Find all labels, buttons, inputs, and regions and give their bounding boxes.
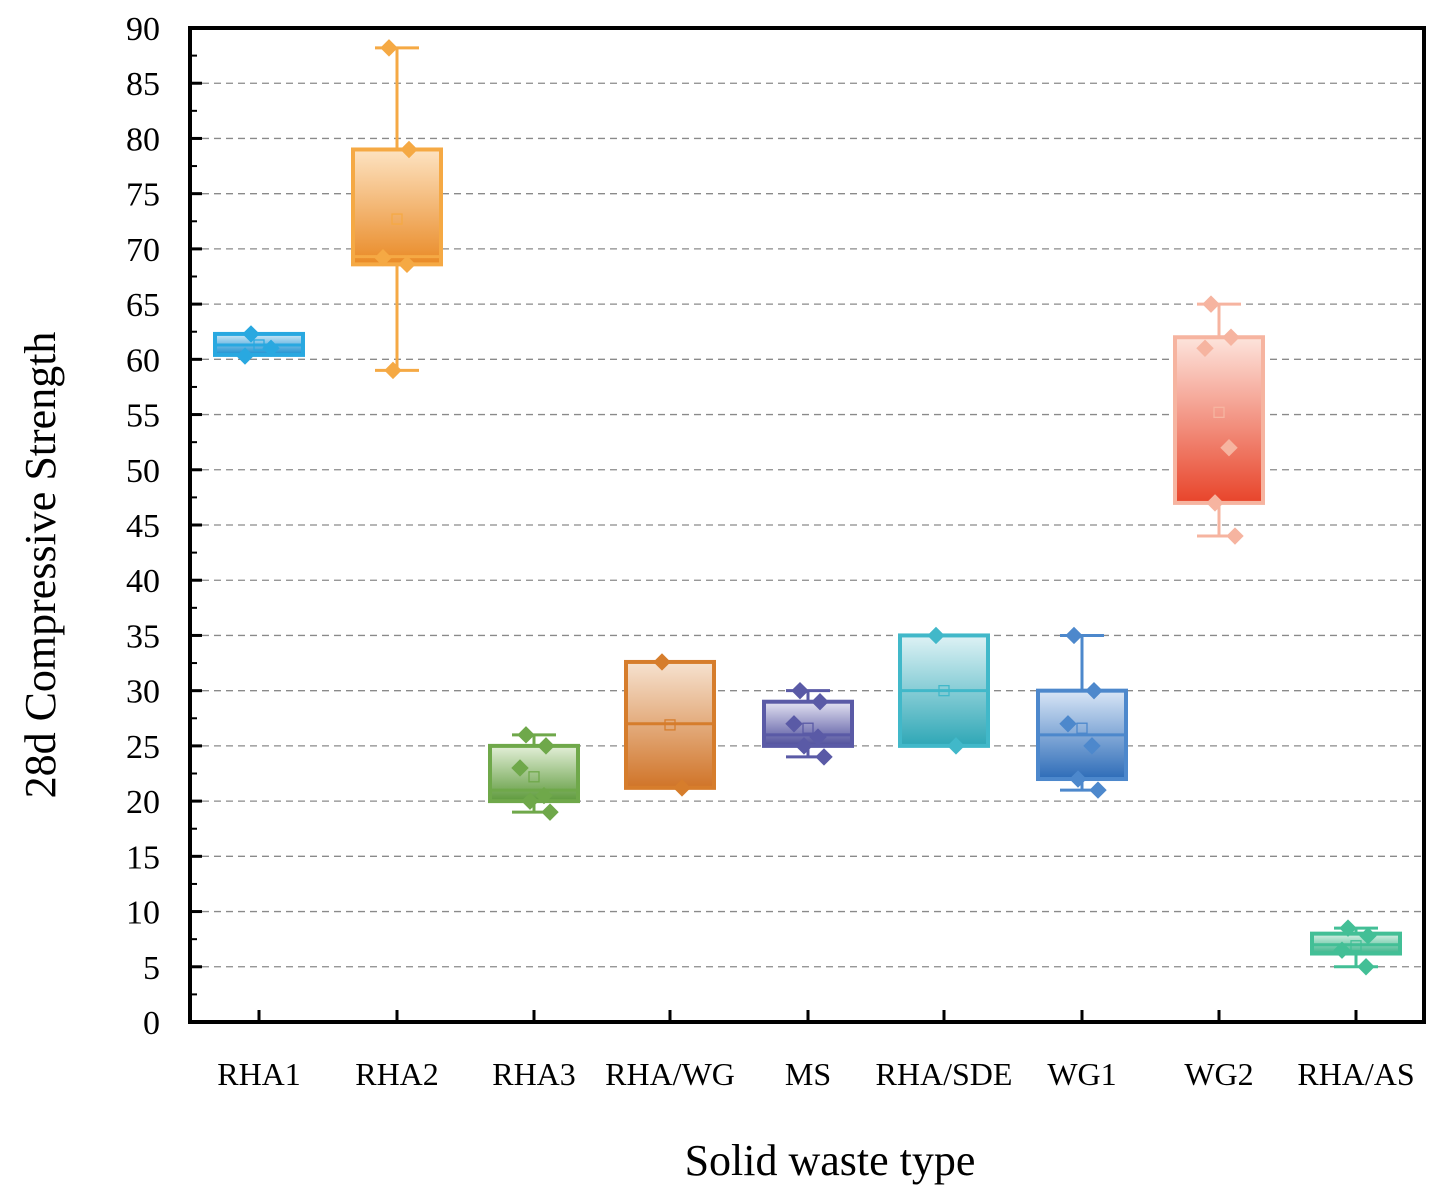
data-point (1226, 527, 1244, 545)
data-point (815, 748, 833, 766)
box-group (213, 325, 305, 365)
y-tick-label: 25 (126, 729, 160, 766)
data-point (811, 693, 829, 711)
data-point (1359, 927, 1377, 945)
data-point (1069, 770, 1087, 788)
x-tick-label: RHA/SDE (876, 1056, 1013, 1092)
data-point (791, 681, 809, 700)
box (488, 743, 580, 804)
y-tick-label: 35 (126, 618, 160, 655)
x-tick-label: RHA1 (217, 1056, 301, 1092)
x-tick-label: RHA/WG (605, 1056, 735, 1092)
data-point (398, 255, 416, 274)
data-point (517, 726, 535, 744)
box-group (351, 39, 443, 380)
data-point (927, 626, 945, 645)
box (351, 147, 443, 267)
data-point (400, 140, 418, 159)
y-tick-label: 85 (126, 66, 160, 103)
box-group (898, 626, 990, 755)
data-point (242, 325, 260, 343)
y-tick-label: 70 (126, 232, 160, 269)
y-tick-label: 60 (126, 342, 160, 379)
mean-marker (391, 213, 403, 225)
data-point (537, 737, 555, 755)
data-point (785, 715, 803, 733)
box-group (1173, 295, 1265, 545)
data-point (380, 39, 398, 57)
data-point (653, 653, 671, 671)
mean-marker (664, 719, 676, 731)
x-tick-label: RHA3 (492, 1056, 576, 1092)
y-axis-title: 28d Compressive Strength (16, 332, 65, 799)
data-point (1083, 737, 1101, 755)
data-point (1333, 941, 1351, 959)
y-tick-label: 10 (126, 895, 160, 932)
box-group (1310, 919, 1402, 976)
data-point (1059, 715, 1077, 733)
box-group (488, 726, 580, 821)
mean-marker (802, 722, 814, 734)
plot-boxes (213, 39, 1402, 976)
mean-marker (1350, 940, 1362, 952)
y-tick-label: 55 (126, 398, 160, 435)
axes: 0 5 10 15 20 25 30 35 40 45 50 55 60 65 70 75 80 85 90 RHA1… (126, 11, 1415, 1092)
data-point (535, 786, 553, 805)
y-tick-label: 90 (126, 11, 160, 48)
y-tick-label: 45 (126, 508, 160, 545)
data-point (541, 803, 559, 821)
mean-marker (1213, 406, 1225, 418)
data-point (236, 347, 254, 365)
data-point (1202, 295, 1220, 313)
x-tick-label: WG1 (1047, 1056, 1116, 1092)
y-tick-label: 30 (126, 674, 160, 711)
data-point (1339, 919, 1357, 937)
y-tick-label: 80 (126, 121, 160, 158)
y-tick-label: 5 (143, 950, 160, 987)
data-point (1089, 781, 1107, 799)
data-point (521, 792, 539, 810)
box-group (1036, 626, 1128, 799)
data-point (673, 779, 691, 797)
y-tick-label: 65 (126, 287, 160, 324)
data-point (795, 737, 813, 755)
data-point (1206, 494, 1224, 512)
x-tick-label: WG2 (1184, 1056, 1253, 1092)
data-point (1220, 438, 1238, 457)
mean-marker (938, 685, 950, 697)
y-tick-label: 20 (126, 784, 160, 821)
data-point (384, 361, 402, 380)
y-tick-label: 50 (126, 453, 160, 490)
mean-marker (528, 771, 540, 783)
box (1173, 335, 1265, 505)
x-tick-label: RHA/AS (1297, 1056, 1414, 1092)
box-group (624, 653, 716, 797)
data-point (262, 339, 280, 357)
box-group (762, 681, 854, 766)
data-point (1222, 328, 1240, 346)
y-tick-label: 75 (126, 177, 160, 214)
y-tick-label: 15 (126, 839, 160, 876)
y-tick-label: 40 (126, 563, 160, 600)
x-tick-label: MS (785, 1056, 831, 1092)
data-point (1085, 681, 1103, 700)
x-axis-title: Solid waste type (685, 1136, 976, 1185)
data-point (374, 249, 392, 267)
data-point (947, 737, 965, 755)
data-point (511, 759, 529, 777)
mean-marker (1076, 722, 1088, 734)
x-tick-label: RHA2 (355, 1056, 439, 1092)
data-point (1065, 626, 1083, 645)
data-point (1196, 339, 1214, 357)
data-point (1357, 958, 1375, 976)
data-point (809, 728, 827, 746)
y-tick-label: 0 (143, 1005, 160, 1042)
mean-marker (253, 339, 265, 351)
